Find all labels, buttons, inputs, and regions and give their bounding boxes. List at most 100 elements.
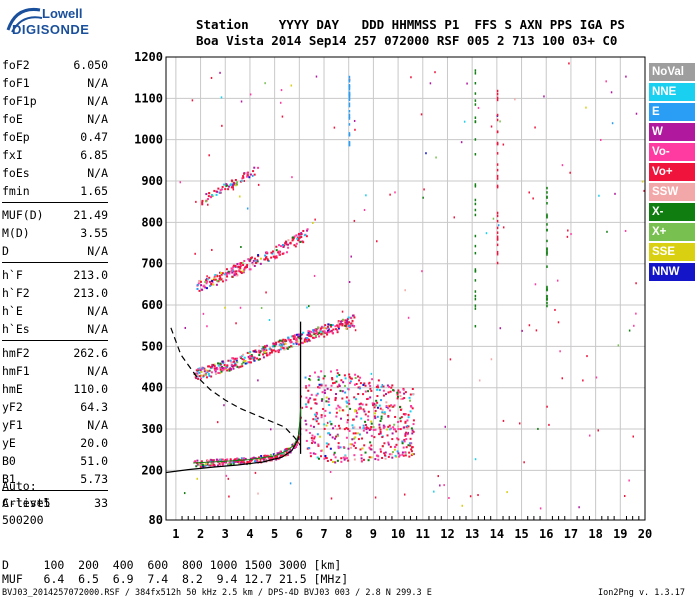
noise-point [641,180,644,183]
noise-point [403,493,406,496]
noise-point [219,71,221,74]
noise-point [329,470,332,473]
echo-point [282,338,285,341]
echo-point [322,332,325,335]
param-value: 213.0 [73,268,108,282]
echo-point [221,360,224,363]
echo-point [280,345,283,348]
echo-point [347,459,350,462]
param-value: 20.0 [80,436,108,450]
echo-point [277,251,280,254]
echo-point [272,349,275,352]
echo-point [315,420,318,423]
noise-point [406,425,409,428]
echo-point [312,330,315,333]
echo-point [241,358,244,361]
echo-point [244,266,247,269]
noise-point [423,188,425,191]
streak-point [546,294,548,298]
echo-point [282,343,285,346]
noise-point [477,106,480,109]
echo-point [343,374,346,377]
echo-point [403,438,406,441]
echo-point [217,371,220,374]
echo-point [195,465,198,468]
streak-point [546,298,548,301]
echo-point [201,203,204,206]
echo-point [336,428,339,431]
echo-point [334,328,337,331]
streak-point [348,109,351,113]
legend-item: NoVal [649,63,695,81]
echo-point [210,459,213,462]
echo-point [334,399,337,402]
echo-point [203,285,206,288]
echo-point [317,443,320,446]
param-value: N/A [87,304,108,318]
echo-point [337,321,340,324]
echo-point [302,331,305,334]
echo-point [207,372,210,375]
echo-point [301,333,304,336]
echo-point [276,452,279,455]
echo-point [265,455,268,458]
echo-point [234,184,237,187]
echo-point [209,366,212,369]
noise-point [578,506,580,509]
echo-point [374,409,377,412]
echo-point [345,427,348,430]
echo-point [229,458,232,461]
echo-point [309,333,312,336]
echo-point [387,441,390,444]
streak-point [546,251,548,254]
streak-point [474,72,477,75]
echo-point [343,324,346,327]
echo-point [230,186,233,189]
y-tick-label: 600 [141,298,163,312]
muf-row: MUF 6.4 6.5 6.9 7.4 8.2 9.4 12.7 21.5 [M… [2,572,349,586]
echo-point [225,184,228,187]
echo-point [363,382,366,385]
streak-point [474,270,477,273]
noise-point [595,376,598,379]
echo-point [328,411,331,414]
echo-point [257,166,260,169]
param-value: 0.47 [80,130,108,144]
echo-point [399,391,402,394]
echo-point [305,405,308,408]
echo-point [201,201,204,204]
echo-point [268,348,271,351]
echo-point [330,329,333,332]
echo-point [359,407,362,410]
echo-point [208,276,211,279]
noise-point [354,329,357,332]
streak-point [496,177,499,180]
echo-point [329,447,332,450]
echo-point [221,272,224,275]
legend-item: Vo+ [649,163,695,181]
echo-point [282,452,285,455]
echo-point [320,370,323,373]
echo-point [248,459,251,462]
echo-point [197,368,200,371]
noise-point [312,221,314,224]
echo-point [307,389,310,392]
echo-point [198,375,201,378]
echo-point [198,289,201,292]
echo-point [204,373,207,376]
streak-point [348,95,351,99]
echo-point [305,235,308,238]
echo-point [349,377,352,380]
echo-point [269,453,272,456]
echo-point [198,279,201,282]
echo-point [403,426,406,429]
echo-point [297,239,300,242]
echo-point [378,433,381,436]
echo-point [347,388,350,391]
echo-point [386,434,389,437]
echo-point [383,411,386,414]
echo-point [222,368,225,371]
streak-point [348,88,351,91]
echo-point [283,244,286,247]
echo-point [344,319,347,322]
